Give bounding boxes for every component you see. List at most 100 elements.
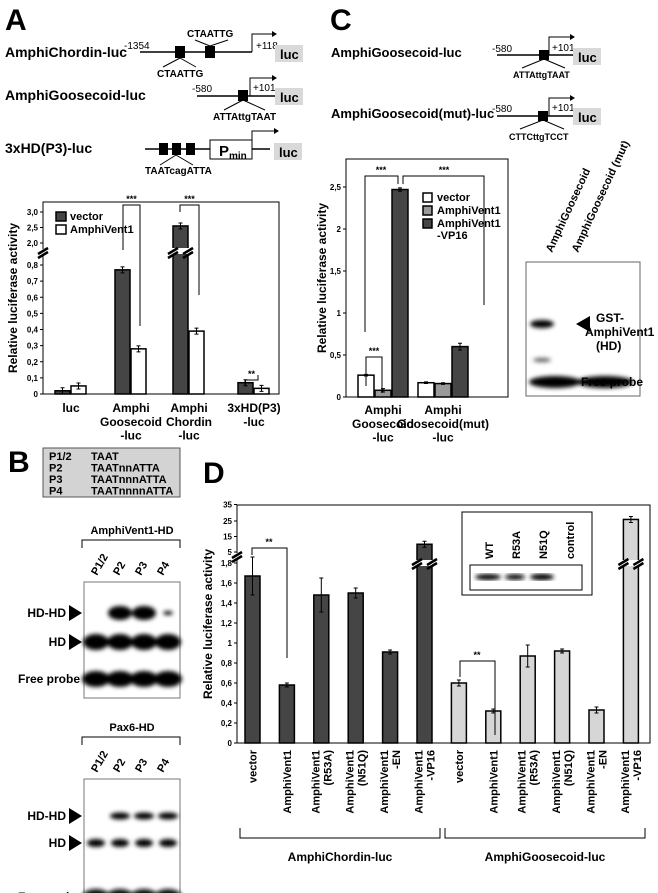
bar-gap <box>170 248 191 254</box>
lane-label: P3 <box>133 560 150 578</box>
probe-name: P2 <box>49 463 62 475</box>
band-hd <box>111 839 129 847</box>
error-bar <box>194 327 199 335</box>
y-tick-label: 25 <box>223 517 232 526</box>
error-bar <box>76 382 81 390</box>
binding-site: CTTCttgTCCT <box>509 132 569 142</box>
legend-swatch <box>422 192 433 203</box>
error-bar <box>388 649 393 655</box>
significance-label: ** <box>248 369 256 379</box>
band-hd-hd <box>134 812 154 820</box>
chart-c: 0 0,5 1 1,5 2 2,5 Relative luciferase activity… <box>315 158 509 445</box>
band-hd-hd <box>158 812 178 820</box>
arrowhead-icon <box>69 634 82 650</box>
band-label: HD <box>49 836 67 850</box>
reporter-luc: luc <box>280 90 299 105</box>
band-hd <box>131 634 157 650</box>
error-bar <box>120 266 125 274</box>
bar <box>450 682 468 744</box>
x-tick-label: AmphiVent1 <box>551 750 563 814</box>
y-tick-label: 5 <box>228 548 233 557</box>
error-bar <box>60 387 65 395</box>
x-tick-label: Amphi Chordin -luc <box>166 401 212 443</box>
panel-label-b: B <box>8 446 30 479</box>
arrowhead-icon <box>69 835 82 851</box>
probe-sequence: TAATnnnnATTA <box>91 486 173 498</box>
band-hd-hd <box>132 606 156 620</box>
error-bar <box>525 644 530 668</box>
reporter-luc: luc <box>280 47 299 62</box>
construct-amphigoosecoid: AmphiGoosecoid-luc -580 ATTAttgTAAT +101… <box>5 75 303 123</box>
significance-label: *** <box>376 165 387 175</box>
x-tick-label: Amphi Goosecoid(mut) -luc <box>397 403 489 445</box>
x-tick-label: Amphi Goosecoid -luc <box>352 403 414 445</box>
y-tick-label: 2 <box>337 225 342 234</box>
bar <box>485 710 502 744</box>
reporter-luc: luc <box>578 110 597 125</box>
error-bar <box>594 706 599 714</box>
bar <box>391 188 409 398</box>
y-tick-label: 2,5 <box>27 224 39 233</box>
construct-c-goosecoid-mut: AmphiGoosecoid(mut)-luc -580 CTTCttgTCCT… <box>331 95 601 142</box>
y-tick-label: 0,2 <box>27 358 39 367</box>
y-tick-label: 0,1 <box>27 374 39 383</box>
probe-sequence: TAATnnnATTA <box>91 474 167 486</box>
emsa-gel-amphivent1: AmphiVent1-HD P1/2 P2 P3 P4 HD-HD HD Free probe <box>18 525 182 699</box>
y-tick-label: 35 <box>223 501 232 510</box>
emsa-gel-c: AmphiGoosecoid AmphiGoosecoid (mut) GST-… <box>525 139 655 397</box>
y-tick-label: 1,6 <box>221 579 233 588</box>
significance-bracket <box>244 375 259 385</box>
band-free-probe <box>107 889 133 893</box>
lane-bracket <box>81 736 181 745</box>
error-bar <box>136 345 141 353</box>
error-bar <box>250 556 255 596</box>
construct-end: +101 <box>552 43 575 54</box>
x-tick-label: AmphiVent1 <box>379 750 391 814</box>
y-tick-label: 0 <box>228 739 233 748</box>
error-bar <box>398 187 402 192</box>
y-tick-label: 0,4 <box>221 699 233 708</box>
error-bar <box>353 587 358 599</box>
plot-frame <box>42 201 280 395</box>
group-bracket <box>239 828 441 839</box>
lane-label: control <box>565 522 577 559</box>
bar <box>381 651 399 744</box>
band-free-probe <box>131 889 157 893</box>
y-tick-label: 3,0 <box>27 208 39 217</box>
y-axis-label: Relative luciferase activity <box>201 549 215 699</box>
chart-a: 0 0,1 0,2 0,3 0,4 0,5 0,6 0,7 0,8 2,0 2,5 3,0 Relati… <box>6 194 281 443</box>
construct-end: +118 <box>256 41 278 52</box>
probe-sequence: TAATnnATTA <box>91 463 160 475</box>
y-tick-label: 1 <box>228 639 233 648</box>
panel-label-c: C <box>330 4 352 37</box>
significance-label: *** <box>184 194 195 204</box>
bar <box>347 592 364 744</box>
error-bar <box>259 384 264 392</box>
band-hd <box>135 839 153 847</box>
axis-break-mark <box>37 246 49 260</box>
band-label: HD-HD <box>27 809 66 823</box>
emsa-gel-pax6: Pax6-HD P1/2P2 P3 P4 HD-HD HD Free probe <box>18 722 181 893</box>
y-tick-label: 0,4 <box>27 326 39 335</box>
lane-label: P4 <box>155 756 173 774</box>
significance-bracket <box>364 175 399 332</box>
bar <box>588 709 605 744</box>
probe-table: P1/2 TAAT P2 TAATnnATTA P3 TAATnnnATTA P4 TAATn… <box>42 447 181 498</box>
probe-name: P1/2 <box>49 451 72 463</box>
significance-bracket <box>459 660 496 735</box>
construct-end: +101 <box>253 83 276 94</box>
axis-break-mark <box>167 246 179 260</box>
gel-bands <box>83 812 181 893</box>
bar <box>188 330 205 395</box>
y-axis-label: Relative luciferase activity <box>6 223 20 373</box>
bar <box>417 381 435 398</box>
minimal-promoter: Pmin <box>219 143 247 162</box>
arrowhead-icon <box>69 605 82 621</box>
panel-label-a: A <box>5 4 27 37</box>
significance-label: ** <box>265 537 273 547</box>
significance-bracket <box>251 547 288 658</box>
error-bar <box>424 381 428 385</box>
bar <box>416 543 433 744</box>
binding-site: ATTAttgTAAT <box>213 112 276 123</box>
band-label: AmphiVent1 <box>585 325 655 339</box>
